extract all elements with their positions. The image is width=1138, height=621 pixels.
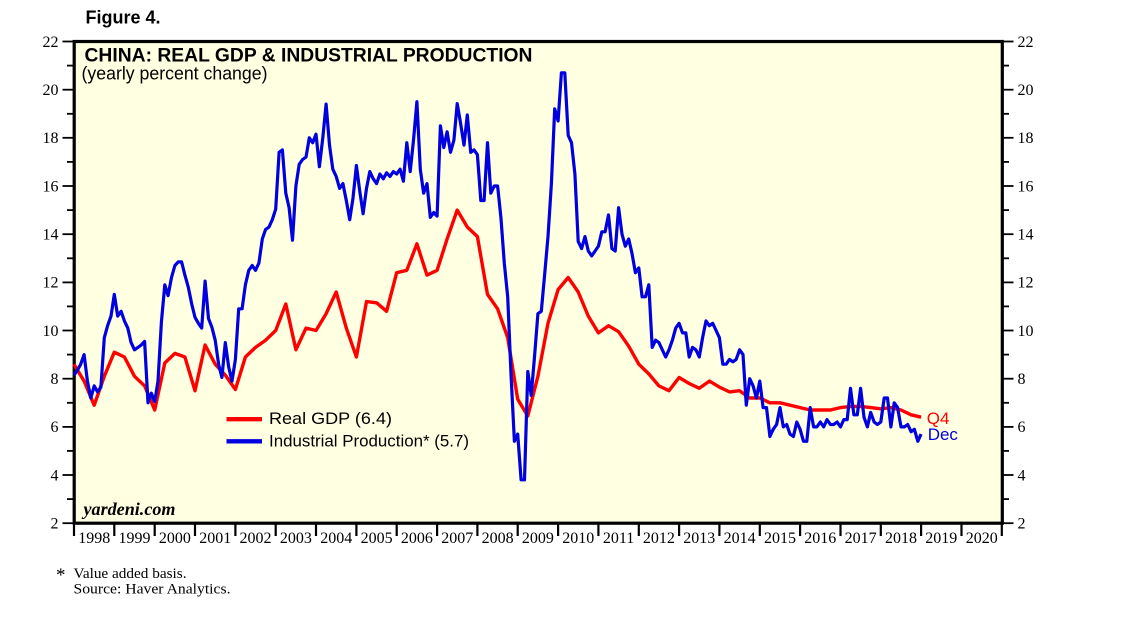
svg-text:CHINA: REAL GDP & INDUSTRIAL P: CHINA: REAL GDP & INDUSTRIAL PRODUCTION — [85, 45, 533, 67]
svg-text:4: 4 — [1018, 467, 1026, 484]
svg-text:2013: 2013 — [683, 530, 715, 547]
svg-text:2009: 2009 — [522, 530, 554, 547]
svg-text:14: 14 — [43, 227, 59, 244]
svg-text:2020: 2020 — [966, 530, 998, 547]
svg-text:22: 22 — [43, 34, 59, 51]
svg-text:2012: 2012 — [643, 530, 675, 547]
svg-text:12: 12 — [43, 275, 59, 292]
svg-text:*: * — [56, 565, 66, 586]
svg-text:1999: 1999 — [119, 530, 151, 547]
svg-text:16: 16 — [43, 178, 59, 195]
svg-text:2011: 2011 — [603, 530, 634, 547]
svg-text:2002: 2002 — [240, 530, 272, 547]
svg-text:2004: 2004 — [320, 530, 352, 547]
svg-text:2019: 2019 — [925, 530, 957, 547]
svg-text:2001: 2001 — [199, 530, 231, 547]
svg-text:1998: 1998 — [78, 530, 110, 547]
svg-text:4: 4 — [51, 467, 59, 484]
svg-text:Source: Haver Analytics.: Source: Haver Analytics. — [74, 582, 231, 598]
svg-text:2003: 2003 — [280, 530, 312, 547]
svg-text:Dec: Dec — [928, 425, 959, 444]
svg-text:2010: 2010 — [562, 530, 594, 547]
svg-text:2006: 2006 — [401, 530, 433, 547]
svg-text:yardeni.com: yardeni.com — [81, 499, 175, 519]
svg-text:2005: 2005 — [361, 530, 393, 547]
svg-text:2018: 2018 — [885, 530, 917, 547]
svg-text:Q4: Q4 — [927, 409, 950, 428]
svg-text:2000: 2000 — [159, 530, 191, 547]
svg-text:22: 22 — [1018, 34, 1034, 51]
svg-text:(yearly percent change): (yearly percent change) — [82, 64, 268, 84]
svg-text:2: 2 — [51, 516, 59, 533]
svg-text:Figure 4.: Figure 4. — [86, 8, 161, 28]
svg-text:2008: 2008 — [482, 530, 514, 547]
svg-text:8: 8 — [1018, 371, 1026, 388]
svg-text:6: 6 — [1018, 419, 1026, 436]
svg-text:2014: 2014 — [724, 530, 756, 547]
svg-text:20: 20 — [1018, 82, 1034, 99]
svg-text:14: 14 — [1018, 227, 1034, 244]
svg-text:2015: 2015 — [764, 530, 796, 547]
svg-text:20: 20 — [43, 82, 59, 99]
svg-text:10: 10 — [1018, 323, 1034, 340]
svg-text:Real GDP (6.4): Real GDP (6.4) — [269, 409, 392, 428]
svg-text:16: 16 — [1018, 178, 1034, 195]
svg-text:Industrial Production* (5.7): Industrial Production* (5.7) — [269, 431, 469, 450]
svg-text:12: 12 — [1018, 275, 1034, 292]
svg-text:18: 18 — [1018, 130, 1034, 147]
svg-text:18: 18 — [43, 130, 59, 147]
svg-text:2: 2 — [1018, 516, 1026, 533]
svg-text:10: 10 — [43, 323, 59, 340]
svg-text:8: 8 — [51, 371, 59, 388]
svg-text:2007: 2007 — [441, 530, 473, 547]
svg-text:2016: 2016 — [804, 530, 836, 547]
svg-text:2017: 2017 — [845, 530, 877, 547]
svg-text:6: 6 — [51, 419, 59, 436]
svg-text:Value added basis.: Value added basis. — [74, 566, 187, 582]
